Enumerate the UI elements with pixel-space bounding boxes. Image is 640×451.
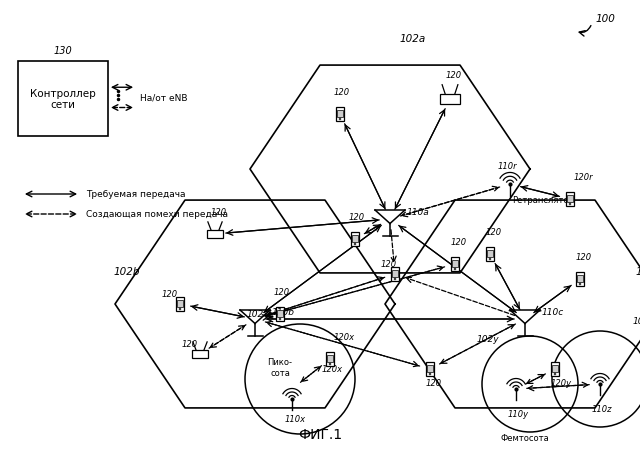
Text: 110x: 110x: [285, 414, 306, 423]
Text: 120: 120: [451, 238, 467, 246]
Text: 102x: 102x: [247, 309, 269, 318]
Circle shape: [554, 373, 556, 375]
Text: 120: 120: [182, 339, 198, 348]
Text: 110c: 110c: [542, 307, 564, 316]
Bar: [276, 307, 284, 322]
Bar: [207, 230, 223, 239]
Text: 102a: 102a: [400, 34, 426, 44]
Bar: [426, 362, 434, 376]
Text: 120: 120: [446, 71, 462, 80]
Bar: [177, 300, 182, 307]
Text: 102z: 102z: [633, 316, 640, 325]
Text: ФИГ.1: ФИГ.1: [298, 427, 342, 441]
Bar: [392, 271, 397, 277]
Text: 130: 130: [54, 46, 72, 56]
Text: Создающая помехи передача: Создающая помехи передача: [86, 210, 228, 219]
Circle shape: [569, 204, 571, 205]
Bar: [566, 193, 574, 207]
Text: 120r: 120r: [574, 173, 594, 182]
Text: Фемтосота: Фемтосота: [500, 433, 549, 442]
Text: Требуемая передача: Требуемая передача: [86, 190, 186, 199]
Bar: [567, 196, 573, 202]
Circle shape: [579, 284, 581, 285]
Circle shape: [454, 268, 456, 270]
Text: 120: 120: [426, 378, 442, 387]
Bar: [576, 272, 584, 286]
Circle shape: [329, 364, 331, 365]
Bar: [192, 350, 208, 359]
Circle shape: [179, 308, 181, 310]
Circle shape: [279, 318, 281, 320]
Bar: [327, 355, 333, 362]
Text: 120x: 120x: [322, 364, 343, 373]
Text: Ретранслятор: Ретранслятор: [512, 196, 574, 205]
Text: 120: 120: [162, 290, 178, 299]
Text: 100: 100: [595, 14, 615, 24]
Text: 110r: 110r: [498, 161, 518, 170]
Text: 102c: 102c: [635, 267, 640, 276]
Circle shape: [394, 279, 396, 280]
Circle shape: [429, 373, 431, 375]
Bar: [552, 365, 557, 372]
Bar: [452, 261, 458, 267]
Bar: [336, 108, 344, 122]
Text: 120x: 120x: [334, 332, 355, 341]
Bar: [351, 232, 359, 247]
Bar: [18, 62, 108, 137]
Text: 120: 120: [274, 287, 290, 296]
Circle shape: [354, 244, 356, 245]
Text: 120y: 120y: [551, 378, 572, 387]
Text: 120: 120: [211, 207, 227, 216]
Text: 120: 120: [486, 227, 502, 236]
Bar: [551, 362, 559, 376]
Circle shape: [489, 258, 491, 260]
Bar: [487, 250, 493, 257]
Text: 110y: 110y: [508, 409, 529, 418]
Text: 110b: 110b: [272, 307, 295, 316]
Bar: [277, 310, 283, 317]
Bar: [352, 235, 358, 242]
Bar: [577, 276, 582, 282]
Bar: [440, 95, 460, 105]
Bar: [451, 257, 459, 272]
Bar: [337, 111, 342, 117]
Text: На/от eNB: На/от eNB: [140, 94, 188, 103]
Text: 102b: 102b: [113, 267, 140, 276]
Bar: [326, 352, 334, 366]
Text: 120: 120: [349, 212, 365, 221]
Text: 120: 120: [334, 88, 350, 97]
Bar: [391, 267, 399, 281]
Text: 110a: 110a: [407, 207, 429, 216]
Bar: [428, 365, 433, 372]
Text: 120: 120: [381, 259, 397, 268]
Text: 120: 120: [576, 253, 592, 262]
Text: 102y: 102y: [477, 334, 500, 343]
Bar: [176, 297, 184, 312]
Bar: [486, 247, 494, 262]
Text: Пико-
сота: Пико- сота: [268, 358, 292, 377]
Text: 110z: 110z: [592, 404, 612, 413]
Text: Контроллер
сети: Контроллер сети: [30, 88, 96, 110]
Circle shape: [339, 119, 341, 120]
